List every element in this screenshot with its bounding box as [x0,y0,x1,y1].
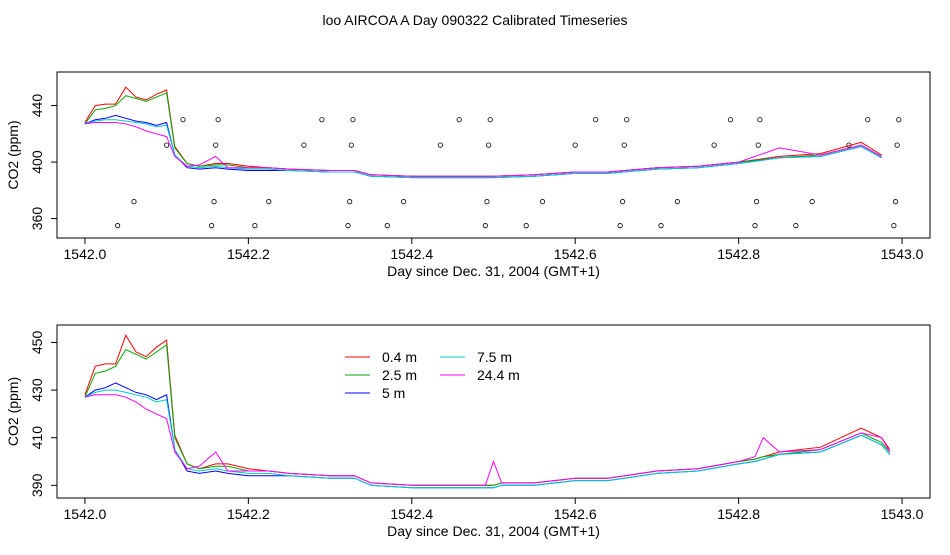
data-point [896,117,902,123]
data-point [754,199,760,205]
data-point [180,117,186,123]
y-tick-label: 410 [29,426,45,450]
x-tick-label: 1542.4 [390,246,433,262]
panel-top: 1542.0 1542.2 1542.4 1542.6 1542.8 1543.0 360 4… [5,71,931,279]
x-tick-label: 1543.0 [881,246,924,262]
data-point [894,142,900,148]
series-line-7-5-m [84,389,891,489]
legend-label: 24.4 m [477,367,520,383]
chart-title: loo AIRCOA A Day 090322 Calibrated Times… [322,12,627,28]
data-point [266,199,272,205]
series-line-2-5-m [84,343,891,486]
x-tick-label: 1542.6 [554,246,597,262]
y-tick-label: 390 [29,473,45,497]
data-point [593,117,599,123]
x-axis-label: Day since Dec. 31, 2004 (GMT+1) [387,523,600,539]
data-point [617,223,623,229]
data-point [752,223,758,229]
series-line-1 [84,92,882,177]
data-point [523,223,529,229]
data-point [482,223,488,229]
legend-label: 2.5 m [382,367,417,383]
data-point [621,142,627,148]
data-point [348,142,354,148]
data-point [252,223,258,229]
x-tick-label: 1542.8 [717,246,760,262]
data-point [793,223,799,229]
legend-label: 0.4 m [382,349,417,365]
x-tick-label: 1542.2 [227,506,270,522]
data-point [865,117,871,123]
y-tick-label: 430 [29,378,45,402]
data-point [401,199,407,205]
data-point [727,117,734,123]
y-tick-label: 440 [29,94,45,118]
data-point [345,223,351,229]
series-line-0 [84,86,882,177]
data-point [115,223,121,229]
series-line-24-4-m [84,394,891,486]
data-point [572,142,578,148]
y-tick-label: 400 [29,150,45,174]
data-point [213,142,219,148]
data-point [131,199,137,205]
data-point [384,223,390,229]
data-point [208,223,215,229]
legend: 0.4 m 2.5 m 5 m 7.5 m 24.4 m [345,349,520,401]
data-point [301,142,307,148]
y-axis-label: CO2 (ppm) [5,120,21,189]
data-point [539,199,546,205]
data-point [757,117,763,123]
data-point [658,223,664,229]
data-point [485,142,492,148]
legend-label: 5 m [382,385,405,401]
series-line-3 [84,119,882,179]
x-tick-label: 1542.4 [390,506,433,522]
data-point [456,117,462,123]
y-axis-label: CO2 (ppm) [5,377,21,446]
data-point [620,199,626,205]
data-point [437,142,443,148]
data-point [215,117,221,123]
data-point [347,199,353,205]
data-point [164,142,170,148]
x-tick-label: 1542.0 [64,246,107,262]
series-line-4 [84,122,882,177]
data-point [319,117,325,123]
data-point [350,117,356,123]
data-point [755,142,761,148]
x-axis-label: Day since Dec. 31, 2004 (GMT+1) [387,263,600,279]
x-tick-label: 1542.8 [717,506,760,522]
series-line-5-m [84,382,891,489]
data-point [891,223,897,229]
data-point [484,199,490,205]
x-tick-label: 1542.6 [554,506,597,522]
data-point [674,199,680,205]
x-tick-label: 1542.2 [227,246,270,262]
data-point [211,199,217,205]
data-point [892,199,899,205]
y-tick-label: 450 [29,331,45,355]
data-point [487,117,493,123]
data-point [809,199,815,205]
data-point [711,142,717,148]
legend-label: 7.5 m [477,349,512,365]
y-tick-label: 360 [29,207,45,231]
series-line-2 [84,114,882,179]
plot-frame [56,324,931,499]
plot-frame [56,71,931,239]
x-tick-label: 1542.0 [64,506,107,522]
x-tick-label: 1543.0 [881,506,924,522]
panel-bottom: 1542.0 1542.2 1542.4 1542.6 1542.8 1543.0 390 4… [5,324,931,539]
data-point [624,117,630,123]
